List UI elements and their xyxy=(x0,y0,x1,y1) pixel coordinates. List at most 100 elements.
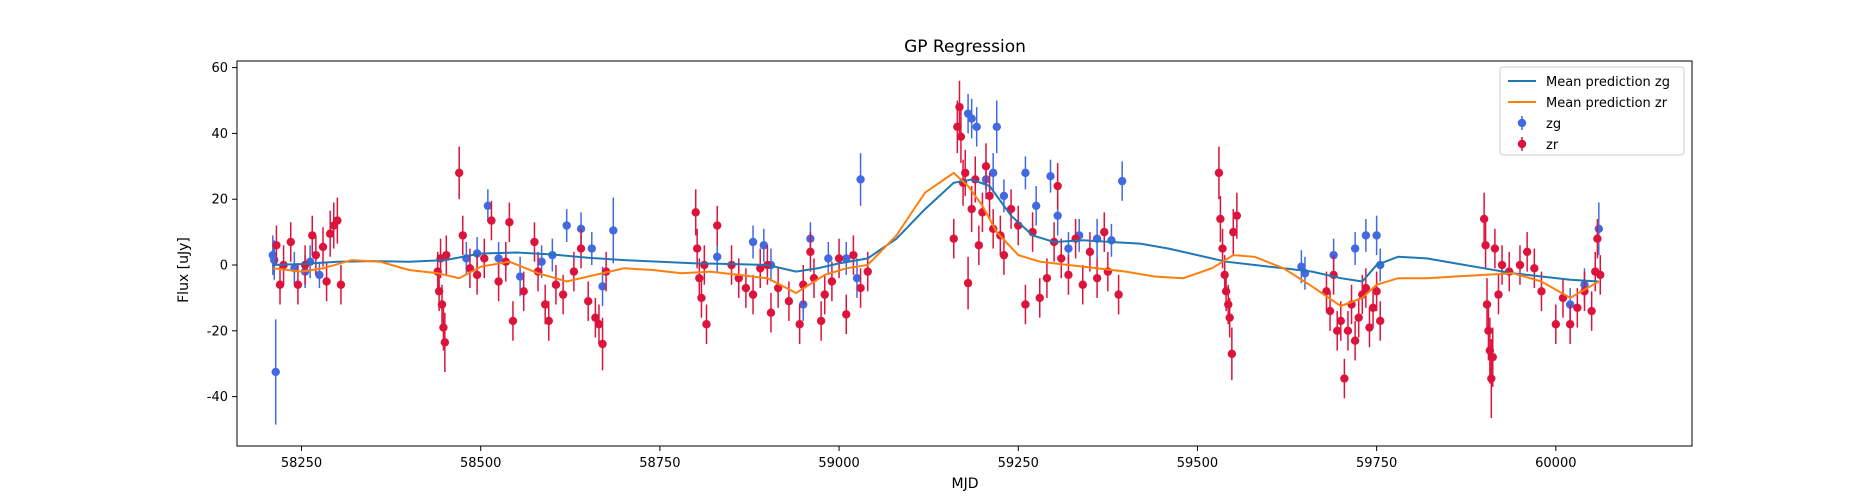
data-point-zr xyxy=(955,102,964,112)
data-point-zg xyxy=(842,254,851,263)
data-point-zr xyxy=(692,244,702,253)
data-point-zr xyxy=(961,168,970,178)
data-point-zr xyxy=(1021,300,1030,309)
data-point-zr xyxy=(322,277,331,286)
y-tick-label: -40 xyxy=(207,390,228,405)
data-point-zg xyxy=(562,221,571,230)
data-point-zr xyxy=(1053,181,1062,191)
x-tick-label: 59250 xyxy=(998,456,1039,471)
data-point-zr xyxy=(1361,283,1371,293)
data-point-zg xyxy=(759,241,769,250)
legend-swatch-zr xyxy=(1517,139,1527,149)
data-point-zg xyxy=(992,122,1001,132)
axes-frame xyxy=(236,60,1693,447)
data-point-zr xyxy=(1100,227,1109,237)
data-point-zr xyxy=(1354,313,1363,322)
line-mean-prediction-zg xyxy=(272,178,1599,283)
data-point-zr xyxy=(1487,374,1496,383)
chart-title: GP Regression xyxy=(904,37,1026,57)
data-point-zr xyxy=(700,260,709,270)
data-point-zr xyxy=(437,300,447,309)
data-point-zg xyxy=(1117,176,1127,186)
data-point-zg xyxy=(1031,201,1041,210)
legend-frame xyxy=(1499,66,1685,156)
data-point-zr xyxy=(702,320,711,329)
data-point-zg xyxy=(1361,231,1371,240)
data-point-zr xyxy=(1596,270,1605,280)
data-point-zr xyxy=(849,250,858,260)
data-point-zr xyxy=(1565,320,1575,329)
data-point-zr xyxy=(1490,244,1500,253)
data-point-zr xyxy=(766,308,776,317)
data-point-zr xyxy=(695,273,704,283)
data-point-zr xyxy=(949,234,958,243)
data-point-zr xyxy=(1225,313,1234,322)
data-point-zr xyxy=(967,204,976,214)
data-point-zr xyxy=(472,270,482,280)
data-point-zg xyxy=(1046,171,1055,181)
data-point-zg xyxy=(988,168,998,178)
x-tick-label: 58250 xyxy=(281,456,322,471)
data-point-zr xyxy=(1214,168,1224,178)
legend-label-zg: zg xyxy=(1546,117,1561,132)
data-point-zr xyxy=(1042,273,1052,283)
x-tick-label: 58500 xyxy=(460,456,501,471)
data-point-zr xyxy=(1220,270,1229,280)
data-point-zg xyxy=(483,201,493,210)
data-point-zr xyxy=(318,242,328,252)
data-point-zr xyxy=(1224,300,1233,309)
x-tick-label: 60000 xyxy=(1535,456,1576,471)
data-point-zr xyxy=(956,132,966,141)
data-point-zr xyxy=(827,277,837,286)
data-point-zr xyxy=(551,280,561,289)
data-point-zr xyxy=(727,260,736,270)
data-point-zr xyxy=(1336,316,1345,326)
data-point-zr xyxy=(505,218,514,227)
data-point-zr xyxy=(1092,273,1102,283)
data-point-zg xyxy=(967,114,976,123)
data-point-zr xyxy=(741,283,751,293)
data-point-zg xyxy=(856,175,865,184)
x-tick-label: 59000 xyxy=(818,456,859,471)
data-point-zr xyxy=(598,339,607,349)
data-point-zr xyxy=(1484,326,1493,336)
data-point-zr xyxy=(1078,280,1087,289)
data-point-zr xyxy=(806,247,815,257)
data-point-zr xyxy=(333,216,342,225)
data-point-zr xyxy=(584,297,593,306)
data-point-zg xyxy=(270,255,279,265)
data-point-zr xyxy=(454,168,464,178)
data-point-zr xyxy=(748,290,758,299)
data-point-zg xyxy=(315,270,324,280)
y-tick-label: 60 xyxy=(211,61,228,76)
data-point-zr xyxy=(974,241,984,250)
data-point-zr xyxy=(530,237,539,247)
data-point-zr xyxy=(773,283,783,293)
data-point-zg xyxy=(537,257,546,266)
data-point-zr xyxy=(1216,214,1225,224)
data-point-zr xyxy=(434,287,444,296)
data-point-zr xyxy=(1365,323,1374,332)
data-point-zr xyxy=(442,250,451,260)
data-point-zr xyxy=(1593,234,1602,243)
legend-label-mean-prediction-zr: Mean prediction zr xyxy=(1546,96,1668,111)
data-point-zr xyxy=(697,293,706,303)
data-point-zr xyxy=(569,267,579,276)
data-point-zr xyxy=(756,264,765,273)
y-tick-label: 0 xyxy=(220,259,228,274)
data-point-zr xyxy=(1232,211,1242,220)
x-tick-label: 59750 xyxy=(1356,456,1397,471)
data-point-zr xyxy=(1064,270,1073,280)
data-point-zr xyxy=(591,313,600,322)
data-point-zr xyxy=(300,260,310,270)
data-point-zr xyxy=(713,221,722,230)
data-point-zr xyxy=(816,316,826,326)
plot-area: 58250 58500 58750 59000 59250 59500 59750 60000… xyxy=(207,60,1693,471)
data-point-zg xyxy=(1297,262,1306,271)
x-tick-label: 58750 xyxy=(639,456,680,471)
data-point-zg xyxy=(1372,231,1381,240)
data-point-zr xyxy=(963,278,973,288)
data-point-zr xyxy=(544,316,553,326)
